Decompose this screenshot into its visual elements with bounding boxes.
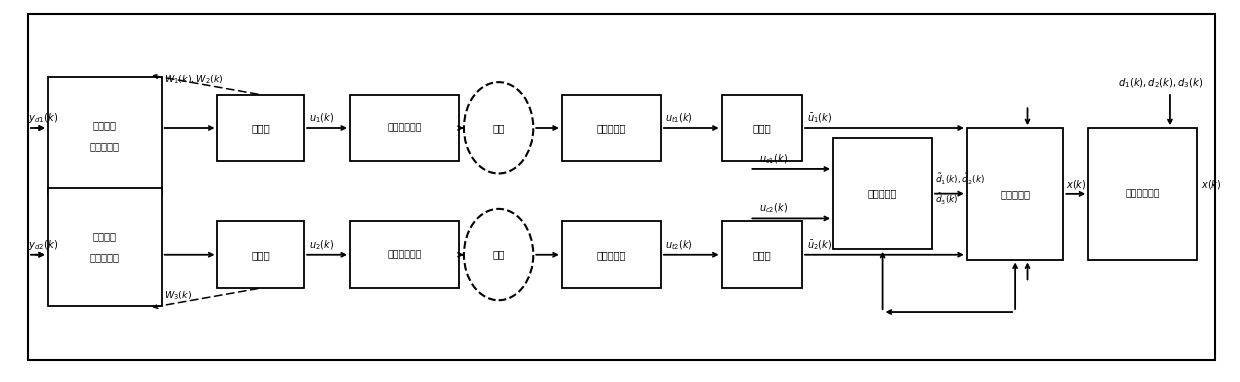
Text: 永磁同步电机: 永磁同步电机 — [1126, 189, 1159, 198]
Text: 控制器: 控制器 — [252, 250, 270, 260]
Bar — [722, 222, 802, 288]
Text: $\tilde{d}_1(k),\tilde{d}_2(k)$: $\tilde{d}_1(k),\tilde{d}_2(k)$ — [935, 172, 985, 187]
Text: $u_1(k)$: $u_1(k)$ — [309, 112, 335, 125]
Text: $x(k)$: $x(k)$ — [1200, 178, 1221, 191]
Bar — [350, 95, 459, 161]
Text: 权值更新率: 权值更新率 — [89, 141, 120, 151]
Text: 事件触发机制: 事件触发机制 — [387, 123, 422, 133]
Text: 控制器: 控制器 — [252, 123, 270, 133]
Bar — [48, 77, 161, 195]
Text: $W_3(k)$: $W_3(k)$ — [164, 290, 192, 302]
Bar — [967, 128, 1064, 259]
Text: 前馈补偿器: 前馈补偿器 — [868, 189, 898, 199]
Ellipse shape — [464, 82, 533, 173]
Ellipse shape — [464, 209, 533, 300]
Text: 执行器: 执行器 — [753, 123, 771, 133]
Bar — [833, 139, 932, 249]
Text: $d_1(k), d_2(k), d_3(k)$: $d_1(k), d_2(k), d_3(k)$ — [1118, 76, 1204, 90]
Text: 扰动观测器: 扰动观测器 — [1001, 189, 1030, 199]
Text: 事件触发机制: 事件触发机制 — [387, 250, 422, 259]
Text: $\bar{u}_1(k)$: $\bar{u}_1(k)$ — [807, 111, 832, 125]
Bar — [1089, 128, 1197, 259]
Bar — [722, 95, 802, 161]
Text: $\bar{u}_2(k)$: $\bar{u}_2(k)$ — [807, 238, 832, 252]
Bar — [48, 188, 161, 306]
Text: 零阶保持器: 零阶保持器 — [596, 123, 626, 133]
Text: 神经网络: 神经网络 — [93, 231, 117, 241]
Text: $u_{t1}(k)$: $u_{t1}(k)$ — [665, 112, 692, 125]
Text: 执行器: 执行器 — [753, 250, 771, 260]
Text: $u_{c1}(k)$: $u_{c1}(k)$ — [759, 152, 787, 166]
Text: $u_{c2}(k)$: $u_{c2}(k)$ — [759, 202, 787, 215]
Text: $W_1(k),W_2(k)$: $W_1(k),W_2(k)$ — [164, 74, 224, 86]
Bar — [350, 222, 459, 288]
Bar — [562, 222, 661, 288]
Bar — [562, 95, 661, 161]
Text: $y_{d2}(k)$: $y_{d2}(k)$ — [29, 238, 58, 252]
Text: 神经网络: 神经网络 — [93, 120, 117, 130]
Text: $u_2(k)$: $u_2(k)$ — [309, 238, 335, 252]
Text: 网络: 网络 — [492, 123, 505, 133]
Text: $x(k)$: $x(k)$ — [1066, 178, 1086, 191]
Text: $y_{d1}(k)$: $y_{d1}(k)$ — [29, 111, 58, 125]
Text: $\tilde{d}_3(k)$: $\tilde{d}_3(k)$ — [935, 192, 959, 207]
Bar — [217, 222, 304, 288]
Text: 网络: 网络 — [492, 249, 505, 259]
Text: $u_{t2}(k)$: $u_{t2}(k)$ — [665, 238, 692, 252]
Text: 零阶保持器: 零阶保持器 — [596, 250, 626, 260]
Text: 权值更新率: 权值更新率 — [89, 253, 120, 262]
Bar — [217, 95, 304, 161]
